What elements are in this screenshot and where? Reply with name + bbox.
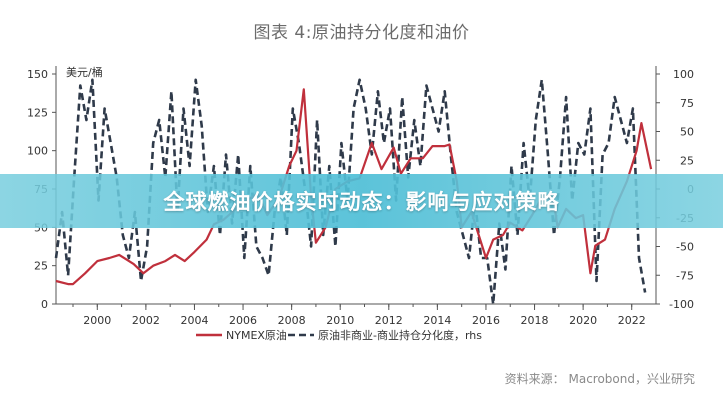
x-tick-label: 2004 <box>180 314 208 327</box>
headline-text: 全球燃油价格实时动态：影响与应对策略 <box>163 190 560 214</box>
right-tick-label: 100 <box>673 68 694 81</box>
x-tick-label: 2012 <box>375 314 403 327</box>
right-tick-label: 50 <box>680 126 694 139</box>
x-tick-label: 2016 <box>472 314 500 327</box>
left-tick-label: 25 <box>34 260 48 273</box>
x-tick-label: 2000 <box>83 314 111 327</box>
x-tick-label: 2002 <box>132 314 160 327</box>
x-tick-label: 2014 <box>423 314 451 327</box>
legend-label-positioning: 原油非商业-商业持仓分化度，rhs <box>318 328 482 342</box>
source-note: 资料来源： Macrobond，兴业研究 <box>504 372 695 386</box>
legend-label-price: NYMEX原油 <box>226 328 287 342</box>
x-tick-label: 2008 <box>278 314 306 327</box>
x-tick-label: 2022 <box>618 314 646 327</box>
series-line-positioning <box>54 78 647 306</box>
left-tick-label: 150 <box>27 68 48 81</box>
legend: NYMEX原油 原油非商业-商业持仓分化度，rhs <box>196 328 482 342</box>
figure-title: 图表 4:原油持分化度和油价 <box>253 23 470 43</box>
left-axis-unit-label: 美元/桶 <box>66 65 103 79</box>
x-tick-label: 2018 <box>521 314 549 327</box>
left-tick-label: 100 <box>27 145 48 158</box>
right-tick-label: -75 <box>676 269 694 282</box>
right-tick-label: -100 <box>669 298 694 311</box>
right-tick-label: 25 <box>680 154 694 167</box>
x-tick-label: 2020 <box>569 314 597 327</box>
x-tick-label: 2006 <box>229 314 257 327</box>
x-tick-label: 2010 <box>326 314 354 327</box>
right-tick-label: -50 <box>676 241 694 254</box>
right-tick-label: 75 <box>680 97 694 110</box>
left-tick-label: 0 <box>41 298 48 311</box>
left-tick-label: 125 <box>27 106 48 119</box>
headline-banner: 全球燃油价格实时动态：影响与应对策略 <box>0 174 723 228</box>
